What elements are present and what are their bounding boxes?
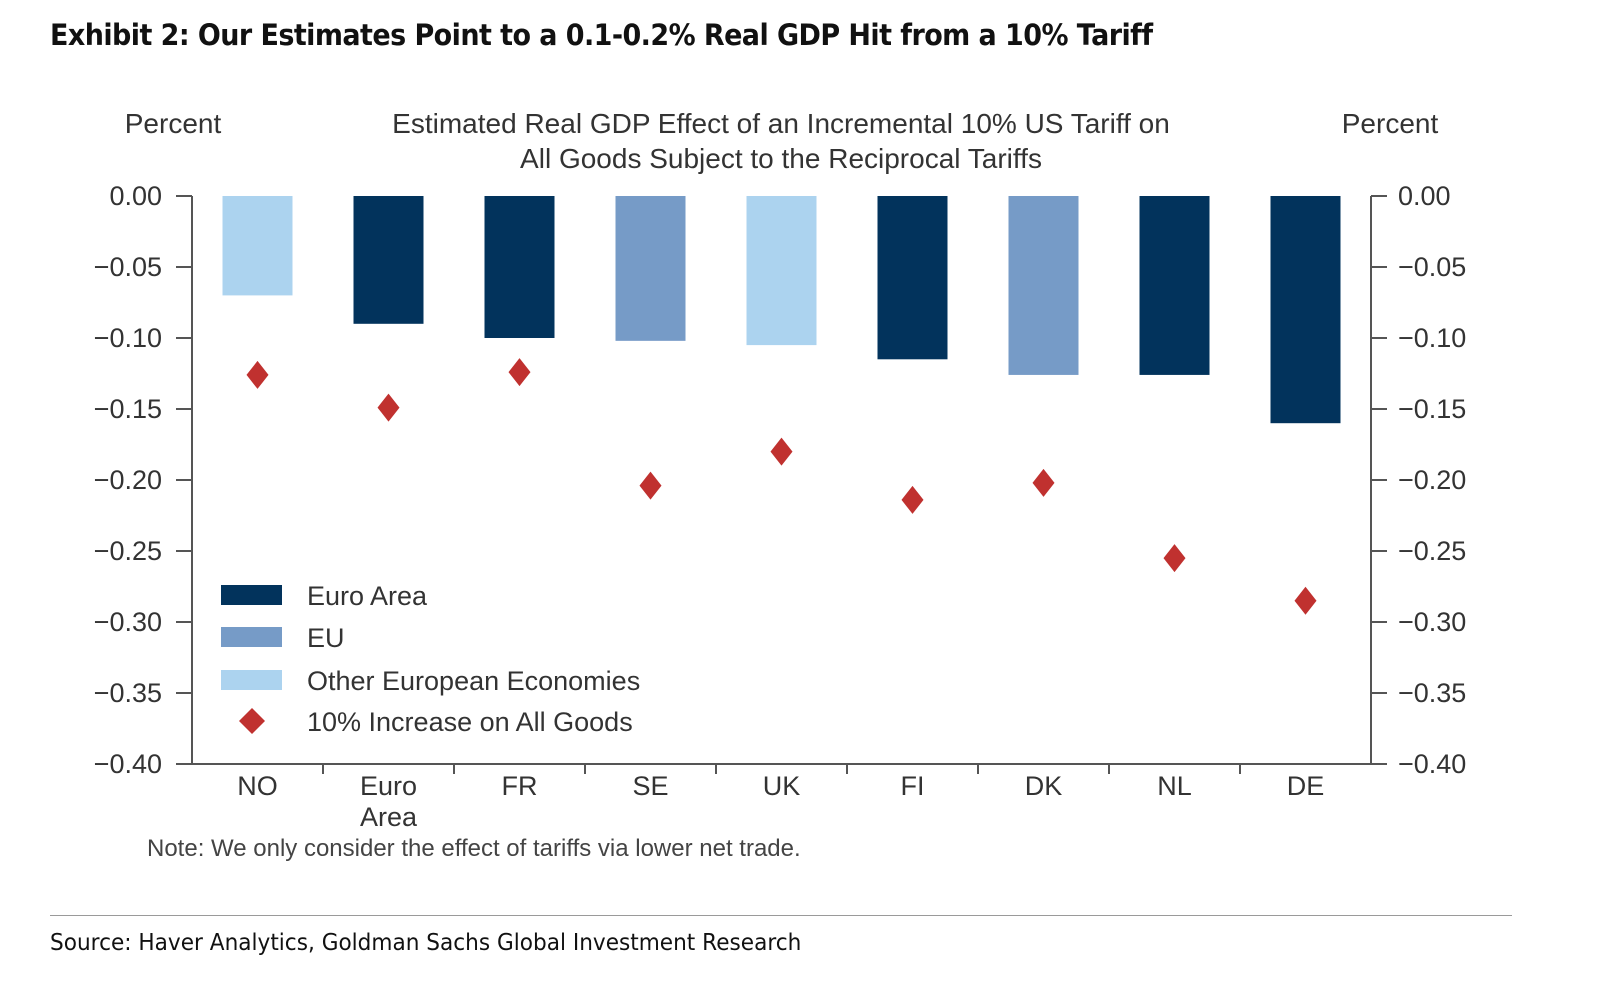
y-tick-label-left: −0.10 (94, 323, 162, 353)
legend-label: EU (307, 623, 345, 653)
bar-fi (877, 196, 948, 360)
x-tick-label: SE (632, 771, 668, 801)
point-uk (770, 437, 793, 466)
legend-swatch (221, 670, 282, 690)
bar-se (615, 196, 686, 341)
point-nl (1163, 544, 1186, 573)
point-euro-area (377, 393, 400, 422)
bar-nl (1139, 196, 1210, 375)
y-tick-label-right: −0.25 (1398, 536, 1466, 566)
legend-label: Other European Economies (307, 666, 640, 696)
legend-label: 10% Increase on All Goods (307, 707, 633, 737)
point-fi (901, 485, 924, 514)
exhibit-title: Exhibit 2: Our Estimates Point to a 0.1-… (50, 18, 1153, 52)
y-tick-label-left: −0.40 (94, 749, 162, 779)
bar-de (1270, 196, 1341, 424)
divider (50, 915, 1512, 916)
bar-dk (1008, 196, 1079, 375)
legend-label: Euro Area (307, 581, 428, 611)
x-tick-label: NO (237, 771, 278, 801)
y-tick-label-right: −0.10 (1398, 323, 1466, 353)
x-tick-label: DK (1025, 771, 1063, 801)
x-tick-label: Area (360, 802, 418, 832)
y-tick-label-left: −0.35 (94, 678, 162, 708)
point-fr (508, 358, 531, 387)
bar-no (222, 196, 293, 296)
y-tick-label-left: −0.05 (94, 252, 162, 282)
x-tick-label: Euro (360, 771, 417, 801)
y-tick-label-right: 0.00 (1398, 181, 1451, 211)
y-tick-label-right: −0.20 (1398, 465, 1466, 495)
y-tick-label-right: −0.40 (1398, 749, 1466, 779)
point-dk (1032, 468, 1055, 497)
y-tick-label-left: 0.00 (109, 181, 162, 211)
bar-euro-area (353, 196, 424, 324)
bar-uk (746, 196, 817, 346)
legend-swatch (221, 627, 282, 647)
x-tick-label: UK (763, 771, 801, 801)
legend-swatch (221, 585, 282, 605)
chart-note: Note: We only consider the effect of tar… (147, 835, 801, 862)
point-se (639, 471, 662, 500)
y-tick-label-right: −0.30 (1398, 607, 1466, 637)
legend-diamond (239, 708, 265, 734)
x-tick-label: NL (1157, 771, 1192, 801)
ylabel-right: Percent (1342, 108, 1439, 139)
chart-title-line-2: All Goods Subject to the Reciprocal Tari… (520, 143, 1042, 174)
points (246, 358, 1317, 615)
point-no (246, 360, 269, 389)
x-tick-label: FR (502, 771, 538, 801)
y-tick-label-left: −0.15 (94, 394, 162, 424)
legend: Euro Area EU Other European Economies 10% I… (221, 581, 640, 737)
ylabel-left: Percent (125, 108, 222, 139)
bar-fr (484, 196, 555, 338)
y-tick-label-left: −0.25 (94, 536, 162, 566)
bars (222, 196, 1341, 424)
chart-title-line-1: Estimated Real GDP Effect of an Incremen… (392, 108, 1170, 139)
y-tick-label-right: −0.15 (1398, 394, 1466, 424)
source-text: Source: Haver Analytics, Goldman Sachs G… (50, 930, 802, 956)
chart: Percent Percent Estimated Real GDP Effec… (94, 108, 1467, 862)
y-tick-label-right: −0.05 (1398, 252, 1466, 282)
x-tick-label: FI (901, 771, 925, 801)
x-tick-label: DE (1287, 771, 1325, 801)
y-tick-label-left: −0.20 (94, 465, 162, 495)
axes: 0.00 0.00 −0.05 −0.05 −0.10 −0.10 −0.15 −0.15 −0… (94, 181, 1467, 779)
y-tick-label-right: −0.35 (1398, 678, 1466, 708)
point-de (1294, 586, 1317, 615)
y-tick-label-left: −0.30 (94, 607, 162, 637)
